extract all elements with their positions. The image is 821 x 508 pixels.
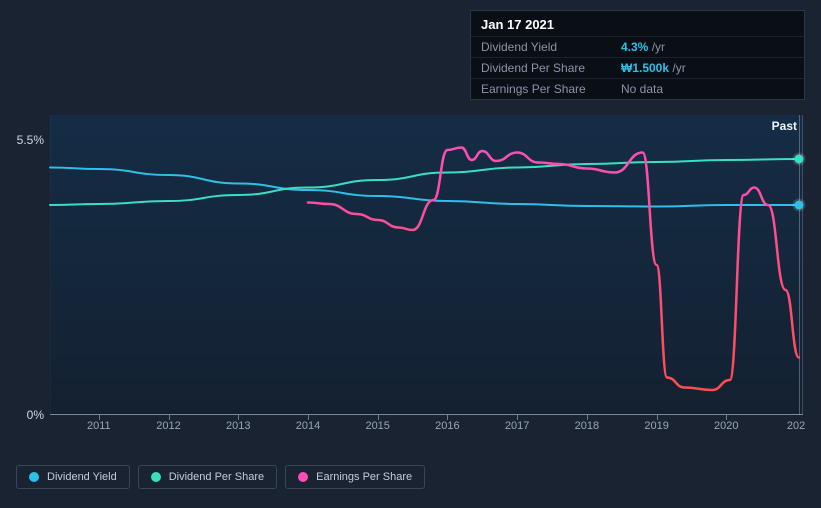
tooltip-label: Dividend Per Share [481, 61, 621, 75]
tooltip-date: Jan 17 2021 [471, 11, 804, 36]
chart-lines [50, 115, 350, 265]
y-tick-label: 5.5% [17, 133, 44, 147]
tooltip-value: No data [621, 82, 663, 96]
series-endpoint-dividend_per_share [794, 155, 803, 164]
legend-item-dividend-per-share[interactable]: Dividend Per Share [138, 465, 277, 489]
y-tick-label: 0% [27, 408, 44, 422]
legend-swatch [151, 472, 161, 482]
tooltip-label: Earnings Per Share [481, 82, 621, 96]
x-tick-label: 2017 [505, 420, 529, 432]
tooltip-label: Dividend Yield [481, 40, 621, 54]
x-tick-label: 2016 [435, 420, 459, 432]
chart-tooltip: Jan 17 2021 Dividend Yield 4.3% /yr Divi… [470, 10, 805, 100]
chart-legend: Dividend Yield Dividend Per Share Earnin… [16, 465, 425, 489]
plot-baseline [50, 414, 803, 415]
x-tick-label: 2014 [296, 420, 320, 432]
x-tick-label: 2020 [714, 420, 738, 432]
past-label: Past [772, 119, 797, 133]
legend-label: Dividend Per Share [169, 471, 264, 483]
x-tick-label: 202 [787, 420, 805, 432]
x-tick-label: 2012 [156, 420, 180, 432]
x-tick-label: 2019 [644, 420, 668, 432]
legend-item-earnings-per-share[interactable]: Earnings Per Share [285, 465, 425, 489]
legend-label: Earnings Per Share [316, 471, 412, 483]
x-tick-label: 2013 [226, 420, 250, 432]
x-tick-label: 2018 [575, 420, 599, 432]
tooltip-value: ₩1.500k /yr [621, 61, 686, 75]
legend-label: Dividend Yield [47, 471, 117, 483]
x-axis: 2011 2012 2013 2014 2015 2016 2017 2018 2019 2020… [50, 420, 803, 440]
tooltip-row: Dividend Per Share ₩1.500k /yr [471, 57, 804, 78]
plot-area[interactable]: Past 0%5.5% [50, 115, 803, 415]
legend-swatch [29, 472, 39, 482]
x-tick-label: 2015 [365, 420, 389, 432]
tooltip-value: 4.3% /yr [621, 40, 665, 54]
legend-item-dividend-yield[interactable]: Dividend Yield [16, 465, 130, 489]
x-tick-label: 2011 [87, 420, 111, 432]
series-endpoint-dividend_yield [794, 201, 803, 210]
dividend-chart: Jan 17 2021 Dividend Yield 4.3% /yr Divi… [0, 0, 821, 508]
tooltip-row: Earnings Per Share No data [471, 78, 804, 99]
tooltip-row: Dividend Yield 4.3% /yr [471, 36, 804, 57]
legend-swatch [298, 472, 308, 482]
